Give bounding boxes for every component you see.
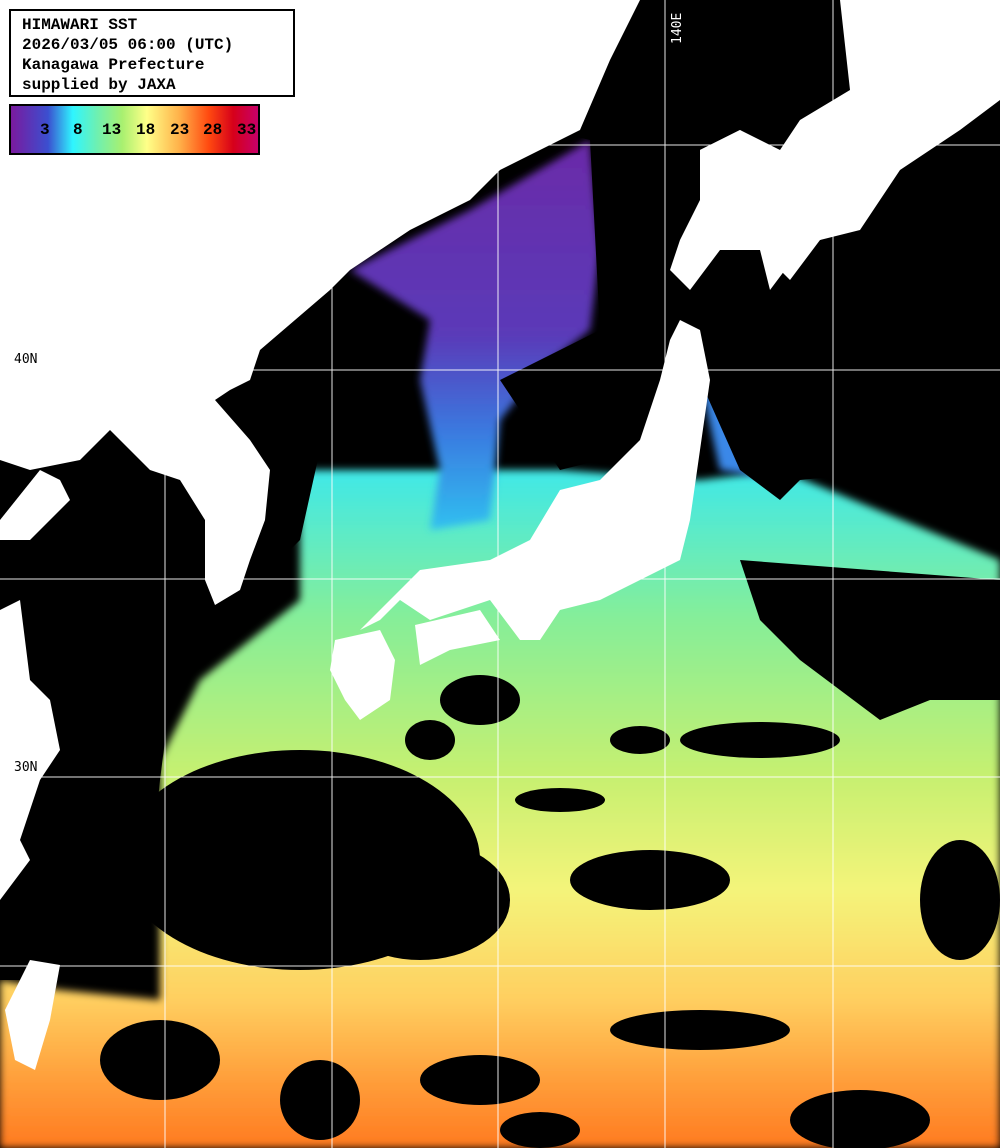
land-honshu (360, 320, 710, 640)
colorbar-tick: 23 (170, 121, 190, 139)
region-name: Kanagawa Prefecture (22, 56, 205, 74)
land-kyushu (330, 630, 395, 720)
title-box: HIMAWARI SST 2026/03/05 06:00 (UTC) Kana… (9, 9, 295, 97)
lon-label-140e: 140E (670, 12, 685, 44)
land-china-south (0, 600, 60, 900)
colorbar-tick: 33 (237, 121, 257, 139)
land-china-coast (0, 470, 70, 540)
land-shikoku (415, 610, 500, 665)
sst-field-south (0, 470, 1000, 1148)
land-island (397, 128, 427, 168)
observation-datetime: 2026/03/05 06:00 (UTC) (22, 36, 234, 54)
colorbar-tick: 13 (102, 121, 122, 139)
colorbar-tick: 3 (40, 121, 50, 139)
lat-label-30n: 30N (14, 760, 38, 775)
temperature-colorbar: 3 8 13 18 23 28 33 (9, 104, 260, 155)
land-hokkaido (670, 130, 840, 290)
land-taiwan (5, 960, 60, 1070)
data-credit: supplied by JAXA (22, 76, 176, 94)
colorbar-tick: 28 (203, 121, 223, 139)
colorbar-tick: 8 (73, 121, 83, 139)
product-title: HIMAWARI SST (22, 16, 138, 34)
lat-label-40n: 40N (14, 352, 38, 367)
colorbar-tick: 18 (136, 121, 156, 139)
